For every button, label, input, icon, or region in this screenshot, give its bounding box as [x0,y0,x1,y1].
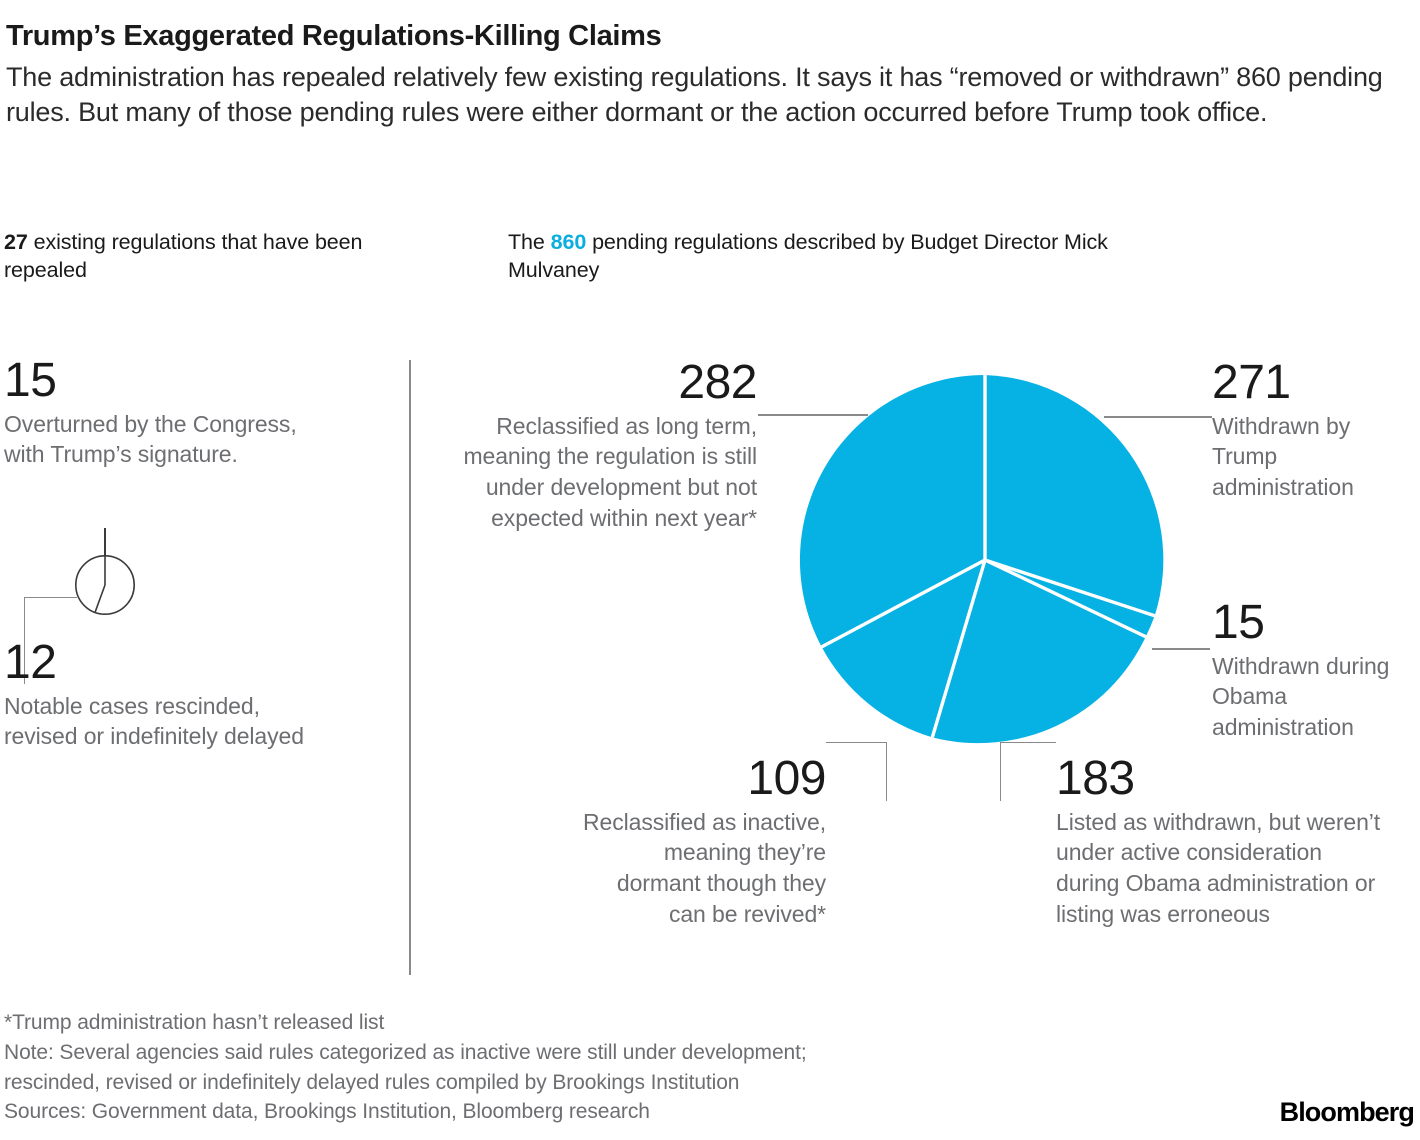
callout-value: 109 [747,752,826,805]
section-left-text: existing regulations that have been repe… [4,230,363,283]
leader-line-271 [1104,416,1212,418]
callout-description: Reclassified as long term, meaning the r… [463,412,757,532]
callout-description: Notable cases rescinded, revised or inde… [4,692,304,750]
callout-value: 15 [1212,596,1265,649]
callout-description: Listed as withdrawn, but weren’t under a… [1056,808,1381,928]
pie-slice-282-reclassified-long-term [799,374,985,647]
footnote-line: Note: Several agencies said rules catego… [4,1040,807,1064]
callout-withdrawn-during-obama: 15 Withdrawn during Obama administration [1212,596,1420,743]
leader-elbow-109 [826,742,887,801]
small-pie-elbow-connector [24,597,77,684]
pie-slice-271-withdrawn-by-trump [985,375,1164,616]
pie-slice-183-listed-as-withdrawn [932,560,1146,744]
section-right-number: 860 [550,230,587,254]
page-subtitle: The administration has repealed relative… [6,62,1383,128]
footnotes: *Trump administration hasn’t released li… [4,1008,1124,1127]
pending-regulations-pie-chart [799,374,1164,744]
leader-line-15-obama [1152,648,1210,650]
callout-reclassified-long-term: 282 Reclassified as long term, meaning t… [452,356,757,534]
callout-overturned-by-congress: 15 Overturned by the Congress, with Trum… [4,354,304,470]
callout-value: 15 [4,354,57,407]
footnote-line: rescinded, revised or indefinitely delay… [4,1070,740,1094]
callout-value: 12 [4,636,57,689]
small-pie-leader-stem [104,528,106,556]
bloomberg-logo: Bloomberg [1279,1097,1415,1127]
leader-line-282 [758,414,868,416]
section-left-number: 27 [4,230,28,254]
footnote-line: *Trump administration hasn’t released li… [4,1011,385,1034]
section-header-pending: The 860 pending regulations described by… [508,228,1128,285]
column-divider [409,360,411,975]
section-right-text: pending regulations described by Budget … [508,230,1108,283]
footnote-line: Sources: Government data, Brookings Inst… [4,1100,650,1124]
callout-withdrawn-by-trump: 271 Withdrawn by Trump administration [1212,356,1420,503]
callout-value: 183 [1056,752,1135,805]
callout-value: 282 [678,356,757,409]
callout-description: Overturned by the Congress, with Trump’s… [4,410,297,468]
pie-slice-separators [820,375,1156,738]
callout-notable-cases-rescinded: 12 Notable cases rescinded, revised or i… [4,636,304,752]
section-header-repealed: 27 existing regulations that have been r… [4,228,404,285]
small-pie-divider-lower-left [94,584,106,613]
callout-value: 271 [1212,356,1291,409]
callout-description: Withdrawn by Trump administration [1212,412,1354,501]
section-right-prefix: The [508,230,551,254]
small-pie-chart [74,554,136,616]
callout-description: Reclassified as inactive, meaning they’r… [583,808,826,928]
callout-reclassified-inactive: 109 Reclassified as inactive, meaning th… [578,752,826,930]
callout-description: Withdrawn during Obama administration [1212,652,1390,741]
leader-elbow-183 [1000,742,1056,801]
callout-listed-as-withdrawn: 183 Listed as withdrawn, but weren’t und… [1056,752,1386,930]
page-title: Trump’s Exaggerated Regulations-Killing … [6,20,662,52]
